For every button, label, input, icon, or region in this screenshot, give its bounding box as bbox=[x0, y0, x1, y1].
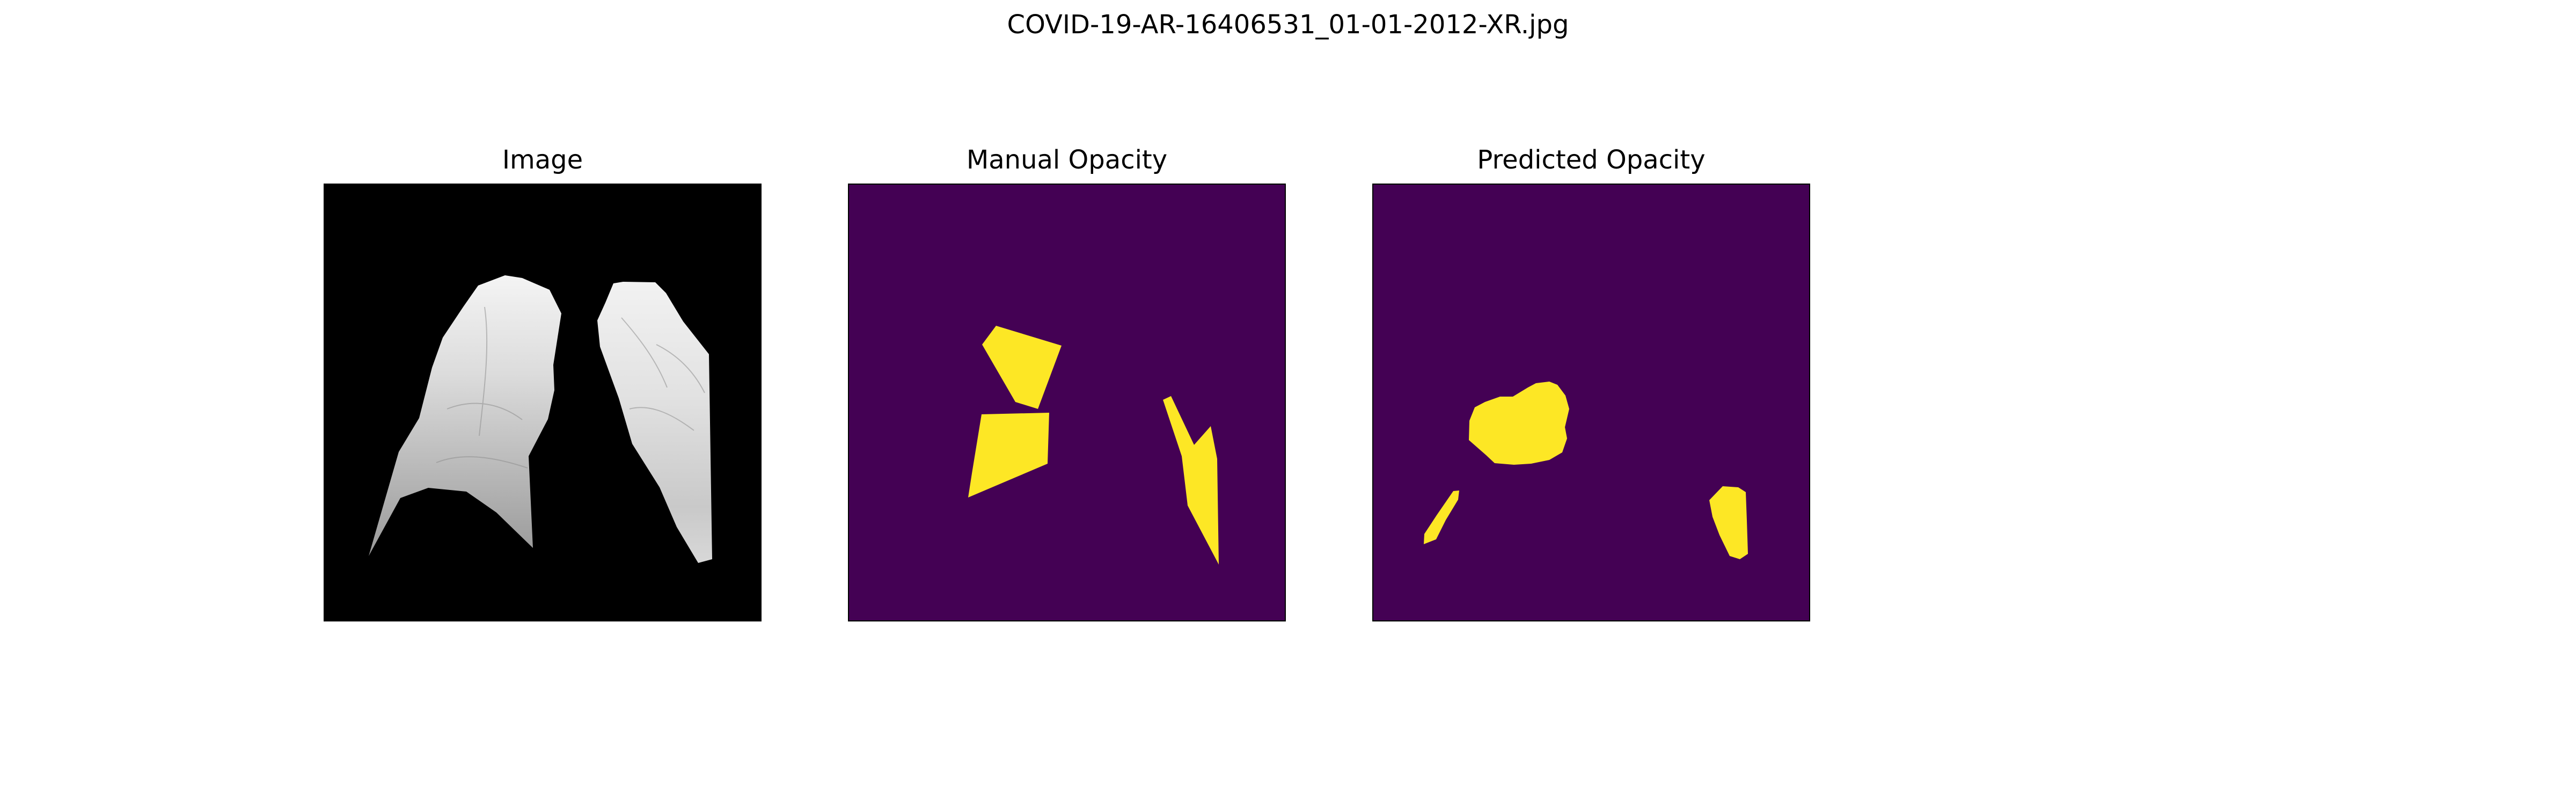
manual-opacity-mask bbox=[848, 184, 1286, 621]
lung-texture bbox=[436, 306, 705, 469]
manual-opacity-region bbox=[982, 326, 1062, 409]
predicted-opacity-region bbox=[1709, 486, 1748, 559]
predicted-opacity-region bbox=[1469, 382, 1569, 465]
mask-background bbox=[848, 184, 1286, 621]
image-panel-title: Image bbox=[502, 145, 583, 175]
figure-title: COVID-19-AR-16406531_01-01-2012-XR.jpg bbox=[1007, 10, 1569, 40]
manual-mask-frame bbox=[848, 184, 1286, 621]
predicted-mask-frame bbox=[1372, 184, 1810, 621]
manual-opacity-panel-title: Manual Opacity bbox=[966, 145, 1168, 175]
predicted-opacity-region bbox=[1424, 491, 1459, 544]
left-lung-region bbox=[369, 275, 561, 556]
manual-opacity-region bbox=[1163, 396, 1219, 565]
predicted-opacity-panel-title: Predicted Opacity bbox=[1477, 145, 1706, 175]
image-frame bbox=[324, 184, 762, 621]
manual-opacity-region bbox=[968, 413, 1049, 497]
right-lung-region bbox=[597, 282, 712, 563]
xray-image-panel bbox=[324, 184, 762, 621]
predicted-opacity-mask bbox=[1372, 184, 1810, 621]
